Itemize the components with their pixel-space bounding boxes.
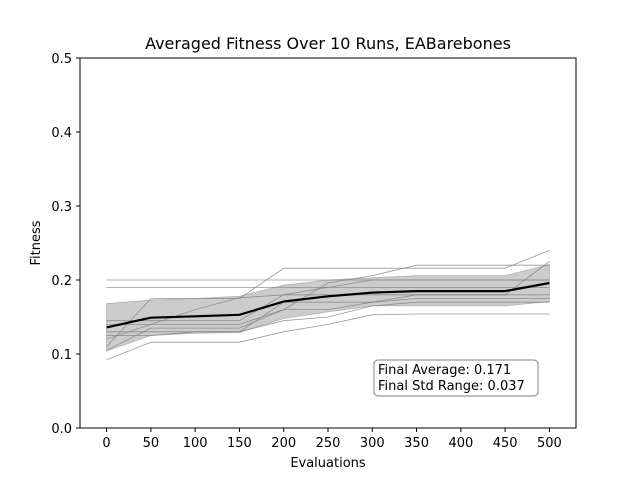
annotation-box bbox=[373, 359, 539, 397]
x-tick-label: 250 bbox=[316, 436, 341, 451]
run-line-10 bbox=[106, 294, 550, 351]
x-axis-label: Evaluations bbox=[290, 456, 366, 471]
y-tick-label: 0.5 bbox=[51, 52, 72, 67]
std-band bbox=[106, 263, 550, 352]
y-axis-ticks: 0.0 0.1 0.2 0.3 0.4 0.5 bbox=[51, 52, 80, 437]
y-tick-label: 0.0 bbox=[51, 422, 72, 437]
annotation-final-average: Final Average: 0.171 bbox=[378, 363, 511, 378]
stats-annotation: Final Average: 0.171 Final Std Range: 0.… bbox=[373, 359, 539, 397]
x-tick-label: 50 bbox=[143, 436, 160, 451]
run-line-8 bbox=[106, 301, 550, 336]
x-axis-ticks: 0 50 100 150 200 250 300 350 400 450 500 bbox=[102, 428, 562, 451]
y-tick-label: 0.2 bbox=[51, 274, 72, 289]
y-tick-label: 0.1 bbox=[51, 348, 72, 363]
run-line-7 bbox=[106, 298, 550, 333]
x-tick-label: 150 bbox=[227, 436, 252, 451]
std-band-layer bbox=[106, 263, 550, 352]
mean-line bbox=[106, 281, 550, 329]
run-line-4 bbox=[106, 313, 550, 361]
x-tick-label: 100 bbox=[183, 436, 208, 451]
x-tick-label: 300 bbox=[360, 436, 385, 451]
y-tick-label: 0.4 bbox=[51, 126, 72, 141]
runs-layer bbox=[106, 250, 550, 361]
x-tick-label: 450 bbox=[493, 436, 518, 451]
annotation-final-std-range: Final Std Range: 0.037 bbox=[378, 379, 525, 394]
mean-layer bbox=[106, 281, 550, 329]
run-line-9 bbox=[106, 279, 550, 340]
run-line-6 bbox=[106, 264, 550, 325]
y-axis-label: Fitness bbox=[29, 220, 44, 265]
run-line-3 bbox=[106, 250, 550, 347]
x-tick-label: 350 bbox=[404, 436, 429, 451]
y-tick-label: 0.3 bbox=[51, 200, 72, 215]
chart-title: Averaged Fitness Over 10 Runs, EABarebon… bbox=[145, 34, 511, 53]
x-tick-label: 200 bbox=[271, 436, 296, 451]
x-tick-label: 400 bbox=[448, 436, 473, 451]
x-tick-label: 500 bbox=[537, 436, 562, 451]
x-tick-label: 0 bbox=[102, 436, 110, 451]
